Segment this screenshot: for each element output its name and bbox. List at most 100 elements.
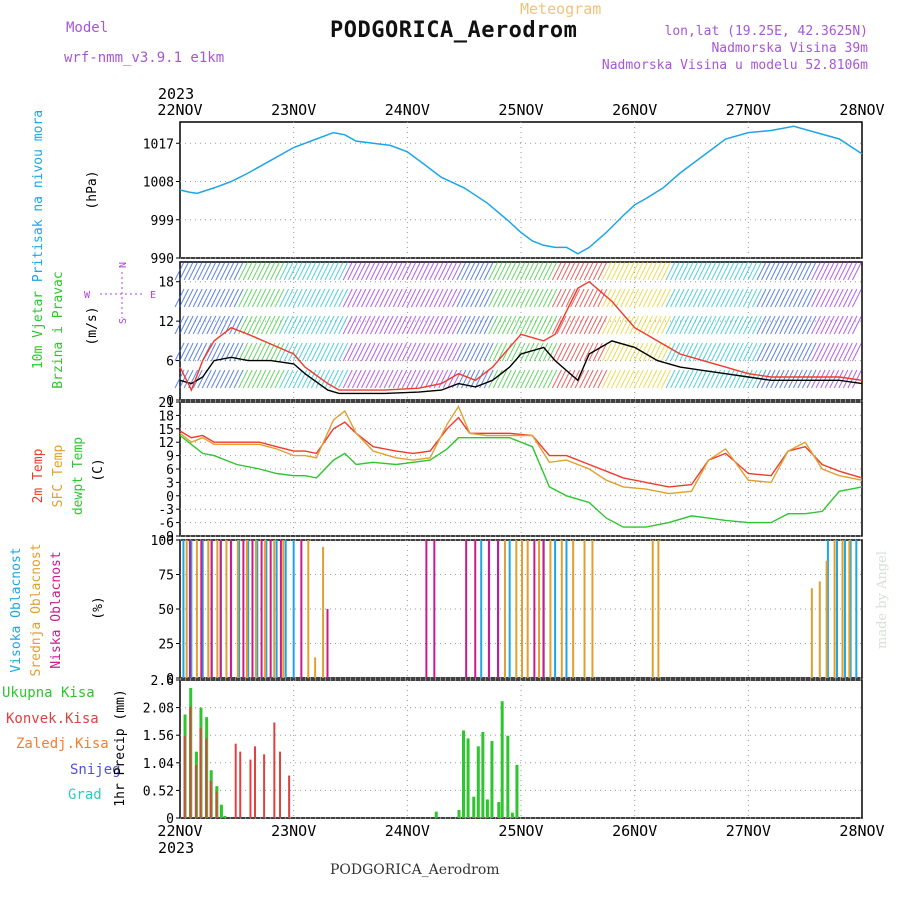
bar-srednja-oblacnost bbox=[848, 540, 851, 678]
wind-barb bbox=[824, 342, 835, 362]
wind-barb bbox=[206, 261, 217, 281]
wind-barb bbox=[424, 315, 435, 335]
wind-barb bbox=[415, 369, 426, 389]
wind-barb bbox=[674, 288, 685, 308]
bar-srednja-oblacnost bbox=[538, 540, 541, 678]
wind-barb bbox=[483, 369, 494, 389]
wind-barb bbox=[852, 315, 862, 335]
wind-barb bbox=[692, 369, 703, 389]
bar-ukupna-kisa bbox=[500, 701, 504, 818]
wind-barb bbox=[470, 342, 480, 362]
wind-barb bbox=[365, 261, 376, 281]
wind-barb bbox=[188, 369, 199, 389]
wind-barb bbox=[542, 288, 553, 308]
wind-barb bbox=[238, 288, 249, 308]
wind-barb bbox=[670, 261, 681, 281]
wind-barb bbox=[852, 288, 862, 308]
wind-barb bbox=[351, 288, 362, 308]
wind-barb bbox=[820, 342, 831, 362]
cloud-ylabel-mid: Srednja Oblacnost bbox=[29, 543, 44, 676]
wind-barb bbox=[242, 369, 253, 389]
wind-barb bbox=[729, 342, 740, 362]
lonlat-label: lon,lat (19.25E, 42.3625N) bbox=[664, 24, 869, 39]
bar-visoka-oblacnost bbox=[565, 540, 568, 678]
wind-barb bbox=[370, 342, 380, 362]
wind-barb bbox=[460, 261, 471, 281]
wind-barb bbox=[424, 288, 435, 308]
wind-barb bbox=[665, 342, 676, 362]
wind-barb bbox=[465, 288, 476, 308]
wind-barb bbox=[347, 261, 358, 281]
wind-barb bbox=[401, 369, 412, 389]
wind-barb bbox=[251, 261, 262, 281]
wind-barb bbox=[447, 261, 458, 281]
wind-barb bbox=[820, 288, 831, 308]
wind-barb bbox=[556, 369, 567, 389]
wind-barb bbox=[770, 288, 781, 308]
wind-barb bbox=[679, 288, 690, 308]
wind-barb bbox=[697, 288, 708, 308]
cloud-ytick-label: 0 bbox=[166, 672, 174, 687]
wind-barb bbox=[738, 288, 749, 308]
wind-barb bbox=[592, 315, 603, 335]
wind-barb bbox=[524, 261, 535, 281]
bar-niska-oblacnost bbox=[326, 609, 329, 678]
footer-station: PODGORICA_Aerodrom bbox=[330, 862, 500, 878]
wind-barb bbox=[488, 261, 499, 281]
wind-barb bbox=[701, 369, 712, 389]
wind-barb bbox=[801, 342, 812, 362]
wind-barb bbox=[651, 261, 662, 281]
wind-barb bbox=[842, 261, 853, 281]
wind-barb bbox=[242, 315, 253, 335]
wind-barb bbox=[547, 342, 558, 362]
bar-niska-oblacnost bbox=[210, 540, 213, 678]
wind-barb bbox=[629, 261, 640, 281]
wind-barb bbox=[679, 261, 690, 281]
wind-barb bbox=[815, 315, 826, 335]
wind-barb bbox=[497, 369, 508, 389]
bar-niska-oblacnost bbox=[533, 540, 536, 678]
wind-barb bbox=[661, 288, 671, 308]
wind-barb bbox=[292, 342, 303, 362]
wind-barb bbox=[433, 288, 444, 308]
wind-barb bbox=[797, 315, 808, 335]
x-tick-label-bottom: 23NOV bbox=[271, 822, 316, 840]
wind-barb bbox=[188, 342, 199, 362]
x-tick-label-top: 24NOV bbox=[385, 101, 430, 119]
wind-barb bbox=[561, 315, 571, 335]
temperature-ytick-label: 18 bbox=[158, 409, 174, 424]
wind-barb bbox=[379, 342, 390, 362]
wind-barb bbox=[451, 315, 462, 335]
wind-barb bbox=[811, 342, 821, 362]
wind-barb bbox=[511, 342, 521, 362]
wind-barb bbox=[370, 369, 380, 389]
wind-barb bbox=[447, 369, 458, 389]
wind-ytick-label: 12 bbox=[158, 315, 174, 330]
wind-barb bbox=[615, 288, 626, 308]
wind-barb bbox=[633, 315, 644, 335]
bar-srednja-oblacnost bbox=[591, 540, 594, 678]
bar-niska-oblacnost bbox=[279, 540, 282, 678]
wind-barb bbox=[501, 369, 512, 389]
wind-barb bbox=[683, 369, 694, 389]
bar-konvek-kisa bbox=[183, 735, 186, 818]
wind-barb bbox=[620, 315, 631, 335]
wind-barb bbox=[570, 288, 581, 308]
wind-barb bbox=[665, 261, 676, 281]
wind-barb bbox=[342, 288, 353, 308]
wind-barb bbox=[674, 342, 685, 362]
wind-barb bbox=[506, 342, 517, 362]
wind-barb bbox=[565, 288, 576, 308]
x-tick-label-top: 27NOV bbox=[726, 101, 771, 119]
bar-konvek-kisa bbox=[249, 759, 252, 818]
wind-barb bbox=[797, 342, 808, 362]
precip-ytick-label: 2.6 bbox=[151, 674, 174, 689]
wind-ytick-label: 6 bbox=[166, 355, 174, 370]
precip-ytick-label: 1.56 bbox=[143, 729, 174, 744]
wind-barb bbox=[601, 288, 612, 308]
wind-barb bbox=[288, 315, 299, 335]
wind-barb bbox=[683, 315, 694, 335]
wind-barb bbox=[365, 288, 376, 308]
wind-barb bbox=[724, 369, 735, 389]
wind-barb bbox=[301, 342, 312, 362]
